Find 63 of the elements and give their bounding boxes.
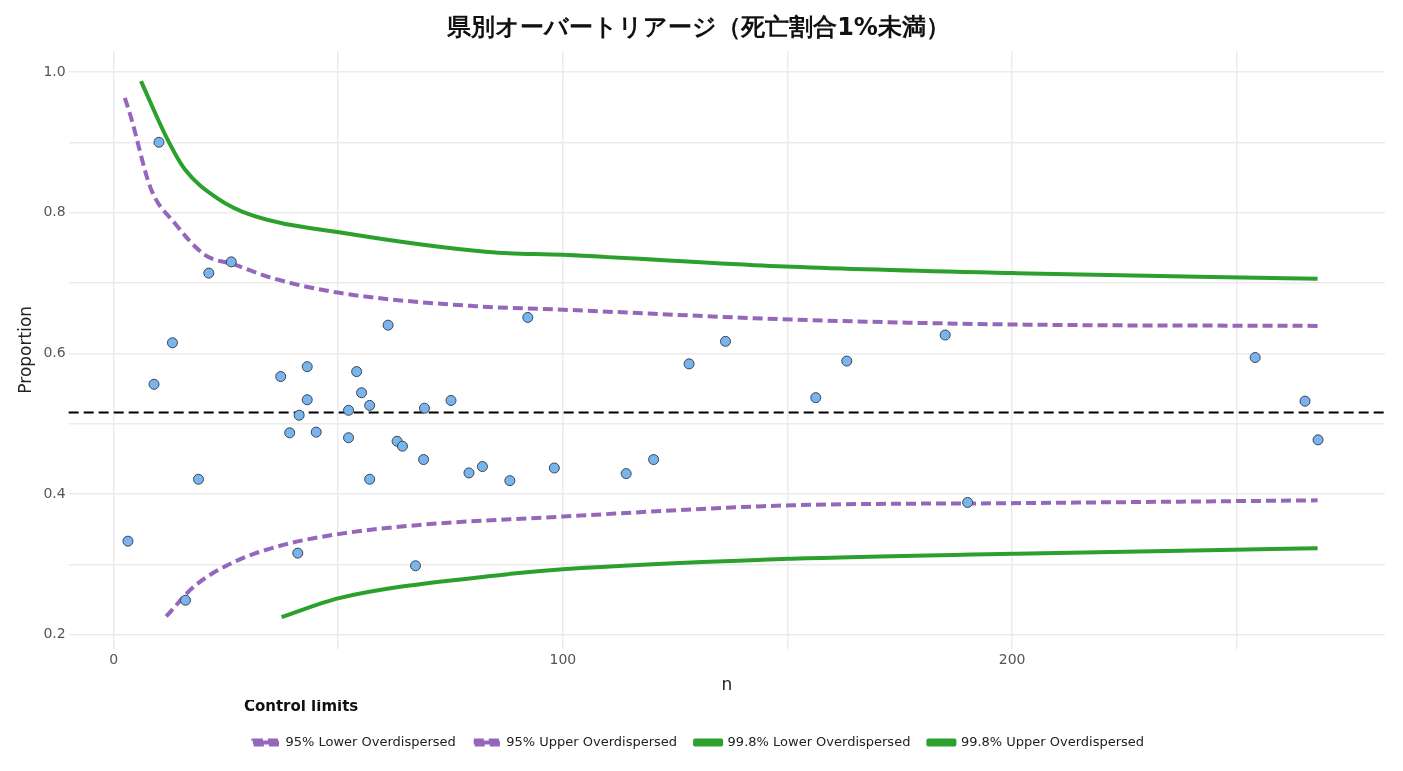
point xyxy=(548,462,560,474)
point xyxy=(396,440,408,452)
point xyxy=(225,256,237,268)
point xyxy=(148,378,160,390)
point xyxy=(463,467,475,479)
point xyxy=(522,311,534,323)
chart-title: 県別オーバートリアージ（死亡割合1%未満） xyxy=(446,12,950,41)
y-tick-label: 0.4 xyxy=(43,484,66,501)
point xyxy=(504,475,516,487)
x-tick-label: 0 xyxy=(109,650,119,667)
y-tick-label: 1.0 xyxy=(43,62,66,79)
point xyxy=(351,366,363,378)
point xyxy=(382,319,394,331)
line-series xyxy=(122,95,1320,328)
point xyxy=(153,136,165,148)
point xyxy=(293,409,305,421)
point xyxy=(343,404,355,416)
point xyxy=(284,427,296,439)
point xyxy=(683,358,695,370)
legend-label: 99.8% Upper Overdispersed xyxy=(960,733,1145,749)
point xyxy=(364,473,376,485)
point xyxy=(275,371,287,383)
point xyxy=(841,355,853,367)
point xyxy=(418,402,430,414)
line-series xyxy=(164,498,1320,619)
point xyxy=(1312,434,1324,446)
point xyxy=(1299,395,1311,407)
point xyxy=(364,399,376,411)
x-tick-label: 100 xyxy=(549,650,577,667)
point xyxy=(445,394,457,406)
y-axis-title: Proportion xyxy=(14,305,35,394)
point xyxy=(301,394,313,406)
point xyxy=(193,473,204,485)
legend-label: 99.8% Lower Overdispersed xyxy=(727,733,911,749)
point xyxy=(962,496,974,508)
legend-title: Control limits xyxy=(243,697,359,716)
legend-label: 95% Upper Overdispersed xyxy=(506,733,678,749)
line-series xyxy=(279,546,1320,620)
y-tick-label: 0.6 xyxy=(43,343,66,360)
point xyxy=(292,547,304,559)
point xyxy=(810,392,822,404)
point xyxy=(719,335,731,347)
point xyxy=(166,337,178,349)
point xyxy=(1249,352,1261,364)
point xyxy=(620,468,632,480)
point xyxy=(301,361,313,373)
point xyxy=(648,454,660,466)
legend-label: 95% Lower Overdispersed xyxy=(285,733,456,749)
point xyxy=(476,461,488,473)
point xyxy=(356,387,368,399)
point xyxy=(203,267,215,279)
y-tick-label: 0.8 xyxy=(43,203,66,220)
point xyxy=(122,535,134,547)
point xyxy=(179,594,191,606)
line-series xyxy=(139,79,1320,281)
y-tick-label: 0.2 xyxy=(43,625,66,642)
x-axis-title: n xyxy=(721,674,733,695)
point xyxy=(310,426,322,438)
point xyxy=(409,560,421,572)
point xyxy=(418,454,430,466)
point xyxy=(343,432,355,444)
x-tick-label: 200 xyxy=(998,650,1026,667)
point xyxy=(939,329,951,341)
